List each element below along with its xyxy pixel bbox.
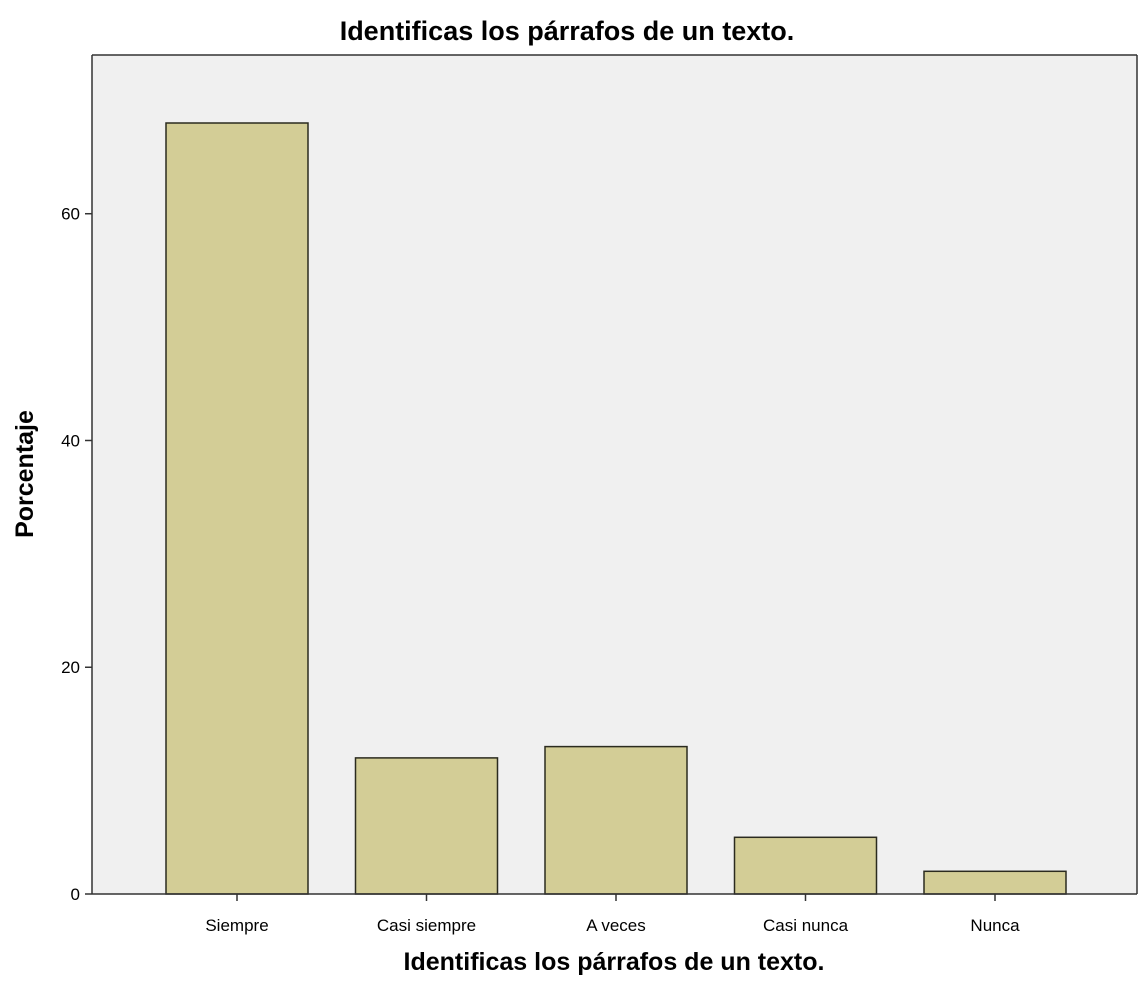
y-axis-label: Porcentaje xyxy=(11,410,39,538)
bar-a-veces xyxy=(544,745,688,895)
x-tick-label: Siempre xyxy=(205,916,268,935)
y-tick-label: 0 xyxy=(71,885,80,904)
x-tick-label: Casi nunca xyxy=(763,916,849,935)
y-tick-label: 60 xyxy=(61,205,80,224)
bars-group xyxy=(165,122,1067,895)
y-ticks-group: 0 20 40 60 xyxy=(61,205,92,904)
bar-casi-nunca xyxy=(733,836,878,895)
bar-nunca xyxy=(923,870,1067,895)
y-tick-label: 40 xyxy=(61,431,80,450)
bar-siempre xyxy=(165,122,309,895)
x-tick-label: Nunca xyxy=(970,916,1020,935)
chart-title: Identificas los párrafos de un texto. xyxy=(340,16,795,46)
y-tick-label: 20 xyxy=(61,658,80,677)
x-ticks-group: Siempre Casi siempre A veces Casi nunca Nunc… xyxy=(205,894,1020,935)
x-tick-label: A veces xyxy=(586,916,646,935)
bar-casi-siempre xyxy=(354,757,499,895)
x-axis-label: Identificas los párrafos de un texto. xyxy=(404,948,825,976)
x-tick-label: Casi siempre xyxy=(377,916,476,935)
